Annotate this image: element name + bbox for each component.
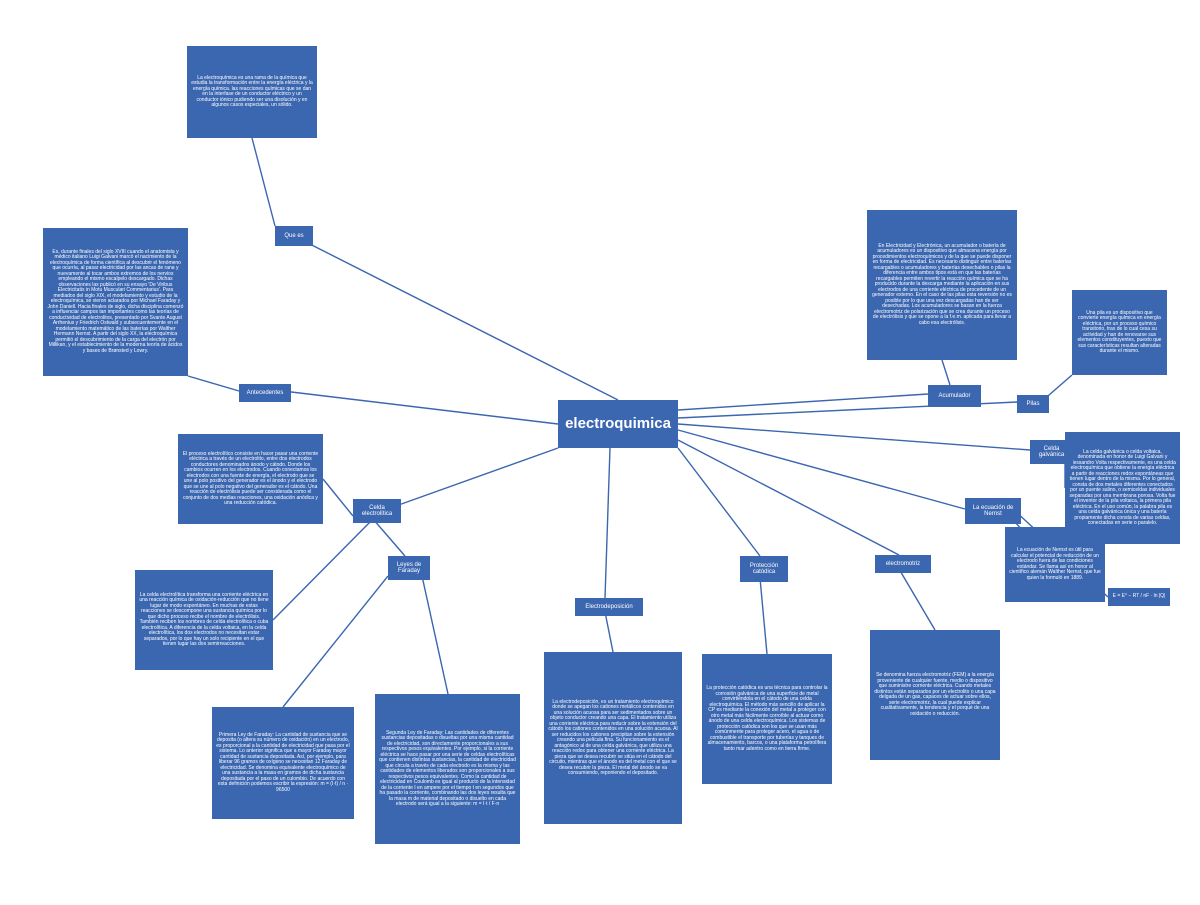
label-lbl_leyes: Leyes de Faraday [388,556,430,580]
label-lbl_acum: Acumulador [928,385,981,407]
node-ley2: Segunda Ley de Faraday: Las cantidades d… [375,694,520,844]
center-node: electroquimica [558,400,678,448]
label-lbl_ante: Antecedentes [239,384,291,402]
edge [273,519,373,620]
edge [760,578,767,654]
edge [422,576,448,694]
edge [252,138,275,226]
node-nernst_eq: E = E° − RT / nF · ln |Q| [1108,588,1170,606]
edge [605,448,610,598]
edge [283,391,558,424]
label-lbl_cgalv: Celda galvánica [1030,440,1073,464]
node-celda_elec_desc: La celda electrolítica transforma una co… [135,570,273,670]
node-ley1: Primera Ley de Faraday: La cantidad de s… [212,707,354,819]
node-intro: La electroquímica es una rama de la quím… [187,46,317,138]
edge [605,612,613,652]
edge [942,360,950,385]
node-celda_galv: La celda galvánica o celda voltaica, den… [1065,432,1180,544]
node-pila_desc: Una pila es un dispositivo que convierte… [1072,290,1167,375]
label-lbl_celda_e: Celda electrolítica [353,499,401,523]
label-lbl_pilas: Pilas [1017,395,1049,413]
node-prot_cat: La protección catódica es una técnica pa… [702,654,832,784]
edge [283,576,388,707]
label-lbl_nernst: La ecuación de Nernst [965,498,1021,524]
edge [678,440,899,555]
edge [678,448,760,556]
node-electrodep: La electrodeposición, es un tratamiento … [544,652,682,824]
label-lbl_que: Que es [275,226,313,246]
node-acumul: En Electricidad y Electrónica, un acumul… [867,210,1017,360]
edge [393,448,558,507]
node-anteced: Es, durante finales del siglo XVIII cuan… [43,228,188,376]
mindmap-canvas: electroquimica La electroquímica es una … [0,0,1200,905]
edge [899,569,935,630]
label-lbl_fem: electromotriz [875,555,931,573]
node-proc_elec: El proceso electrolítico consiste en hac… [178,434,323,524]
edge [188,376,239,391]
edge [323,479,353,516]
edge [373,519,405,556]
edge [290,234,618,400]
label-lbl_edep: Electrodeposición [575,598,643,616]
edge [678,424,1030,450]
node-fem: Se denomina fuerza electromotriz (FEM) a… [870,630,1000,760]
label-lbl_prot: Protección catódica [740,556,788,582]
